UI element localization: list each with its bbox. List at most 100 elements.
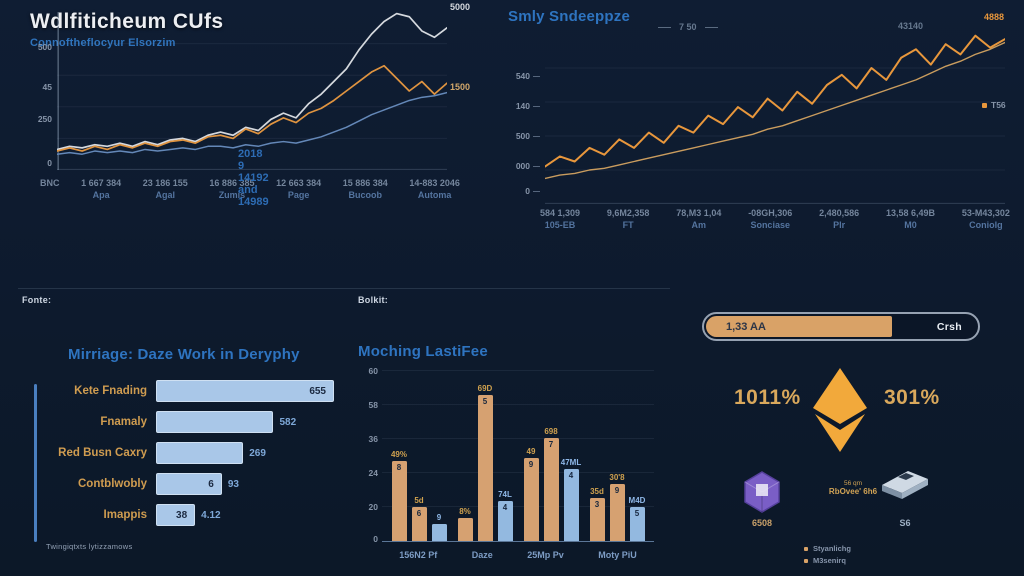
panel-work-bars: Mirriage: Daze Work in Deryphy Kete Fnad… (20, 340, 342, 568)
progress-bar[interactable]: 1,33 AA Crsh (702, 312, 980, 341)
y-tick-text: 20 (368, 502, 378, 512)
bar-group: 49% 8 5d 6 9 (391, 370, 448, 541)
bar-column: 8% (457, 370, 474, 541)
x-tick-value: 14-883 2046 (409, 178, 460, 188)
y-tick-label: 500 (516, 131, 540, 141)
y-tick-label: 24 (369, 468, 378, 478)
panel-moching-bars: Moching LastiFee 60 58 36 24 20 0 49% 8 5d 6 9 8% 6… (350, 338, 675, 572)
crsh-button[interactable]: Crsh (936, 320, 962, 333)
bar: 9 (523, 458, 539, 541)
daily-line-chart (545, 34, 1005, 204)
bar-column: 69D 5 (477, 370, 494, 541)
bar-column: 698 7 (543, 370, 560, 541)
top-label-text: 7 50 (679, 22, 697, 32)
panel-eth-stats: 1,33 AA Crsh 1011% 301% 6508 56 qm RbOve… (690, 300, 1024, 576)
bar-value-label: 8% (459, 507, 471, 516)
chart-title: Mirriage: Daze Work in Deryphy (68, 346, 300, 363)
x-tick-name: Sonciase (750, 220, 790, 230)
bar-value-label: 269 (249, 447, 266, 459)
gridline (382, 438, 654, 439)
chart-footnote: Twingiqtxts lytizzamows (46, 542, 133, 551)
progress-fill (706, 316, 893, 337)
tick-mark (533, 75, 540, 77)
y-tick-label: 58 (369, 400, 378, 410)
x-tick: 16 886 385 Zumis (209, 178, 254, 200)
y-tick-label: 250 (38, 114, 52, 124)
x-tick-value: 13,58 6,49B (885, 208, 936, 218)
gold-note: 56 qm RbOvee' 6h6 (792, 480, 914, 496)
bar-column: M4D 5 (629, 370, 646, 541)
bar-value-label: 30'8 (609, 473, 625, 482)
bar-column: 49% 8 (391, 370, 408, 541)
progress-value: 1,33 AA (726, 320, 766, 333)
x-tick-name: 25Mp Pv (527, 550, 564, 560)
bar-row: Red Busn Caxry 269 (44, 442, 334, 464)
y-tick-label: 500 (38, 42, 52, 52)
x-tick: 78,M3 1,04 Am (676, 208, 721, 230)
chart-top-label-right: 43140 (898, 21, 924, 31)
x-tick-name: Moty PiU (598, 550, 637, 560)
tick-mark (533, 190, 540, 192)
cube-stat-label: 6508 (751, 518, 773, 528)
tick-mark (533, 135, 540, 137)
x-tick-value: BNC (40, 178, 60, 188)
bar: 8 (391, 461, 407, 541)
x-tick-name: Zumis (218, 190, 246, 200)
card-stat-label: S6 (899, 518, 911, 528)
bar-value-label: M4D (628, 496, 646, 505)
bar-value-label: 582 (279, 416, 297, 428)
x-tick-value: 2,480,586 (819, 208, 860, 218)
bar-row: Kete Fnading 655 (44, 380, 334, 402)
y-tick-label: 36 (369, 434, 378, 444)
bar-category-label: Contblwobly (78, 478, 147, 490)
y-tick-label: 0 (47, 158, 52, 168)
y-tick-text: 540 (515, 71, 530, 81)
bar-group: 35d 3 30'8 9 M4D 5 (589, 370, 646, 541)
panel-daily-chart: Smly Sndeeppze 7 50 43140 540 140 500 000 0 … (490, 0, 1024, 262)
legend-label: T56 (991, 100, 1006, 110)
y-tick-text: 60 (368, 366, 378, 376)
header: Wdlfiticheum CUfs Connoftheflocyur Elsor… (30, 10, 223, 49)
x-tick: 53-M43,302 Coniolg (962, 208, 1010, 230)
bar-value-label: 47ML (560, 458, 582, 467)
y-tick-label: 20 (369, 502, 378, 512)
bar-track: 655 (156, 380, 334, 402)
bar-category-label: Fnamaly (100, 416, 147, 428)
section-label-fonte: Fonte: (22, 295, 52, 305)
bar-value-label: 93 (227, 478, 239, 490)
bar-column: 30'8 9 (609, 370, 626, 541)
x-tick: 12 663 384 Page (276, 178, 321, 200)
y-tick-label: 0 (373, 534, 378, 544)
bar-value-label: 9 (436, 513, 442, 522)
x-tick: 23 186 155 Agal (143, 178, 188, 200)
bar-value-label: 49 (526, 447, 536, 456)
bar-value-label: 35d (590, 487, 604, 496)
bar-row: Contblwobly 6 93 (44, 473, 334, 495)
x-tick-name: Automa (417, 190, 452, 200)
gridline (382, 370, 654, 371)
x-tick-value: 1 667 384 (81, 178, 122, 188)
purple-cube-icon (744, 471, 780, 513)
legend-swatch (804, 546, 808, 551)
bar: 3 (589, 498, 605, 541)
y-tick-text: 500 (37, 42, 52, 52)
y-tick-text: 0 (525, 186, 530, 196)
bar (156, 442, 244, 464)
stat-right-percent: 301% (884, 386, 940, 409)
x-tick-name: Am (691, 220, 707, 230)
page-title: Wdlfiticheum CUfs (30, 10, 224, 33)
bar-row: Imappis 38 4.12 (44, 504, 334, 526)
price-history-y-axis: 500 45 250 0 (26, 12, 52, 170)
bar: 9 (609, 484, 625, 541)
x-tick: 14-883 2046 Automa (409, 178, 460, 200)
bar-column: 47ML 4 (560, 370, 582, 541)
x-tick: 15 886 384 Bucoob (343, 178, 388, 200)
gold-note-line2: RbOvee' 6h6 (828, 487, 878, 496)
y-tick-label: 000 (516, 161, 540, 171)
x-tick-name: 105-EB (544, 220, 576, 230)
bar-category-label: Imappis (103, 509, 147, 521)
legend-label: Styanlichg (813, 544, 851, 553)
gridline (382, 404, 654, 405)
x-tick-name: Apa (92, 190, 110, 200)
page-subtitle: Connoftheflocyur Elsorzim (30, 37, 176, 49)
